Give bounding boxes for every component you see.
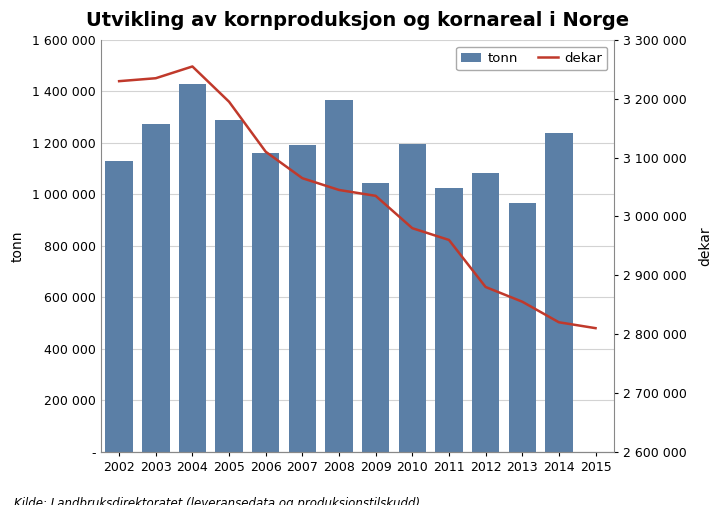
Bar <box>106 161 133 451</box>
Bar <box>142 124 169 451</box>
Bar <box>288 145 316 451</box>
Bar <box>179 84 206 451</box>
Bar <box>252 153 280 451</box>
Bar <box>435 188 463 451</box>
Bar <box>508 204 536 451</box>
Legend: tonn, dekar: tonn, dekar <box>456 46 607 70</box>
Text: Kilde: Landbruksdirektoratet (leveransedata og produksjonstilskudd): Kilde: Landbruksdirektoratet (leveransed… <box>14 497 421 505</box>
Y-axis label: dekar: dekar <box>698 226 712 266</box>
Bar <box>325 100 353 451</box>
Bar <box>215 120 243 451</box>
Title: Utvikling av kornproduksjon og kornareal i Norge: Utvikling av kornproduksjon og kornareal… <box>86 11 629 30</box>
Bar <box>545 133 573 451</box>
Y-axis label: tonn: tonn <box>11 230 25 262</box>
Bar <box>362 183 390 451</box>
Bar <box>472 173 500 451</box>
Bar <box>398 144 426 451</box>
